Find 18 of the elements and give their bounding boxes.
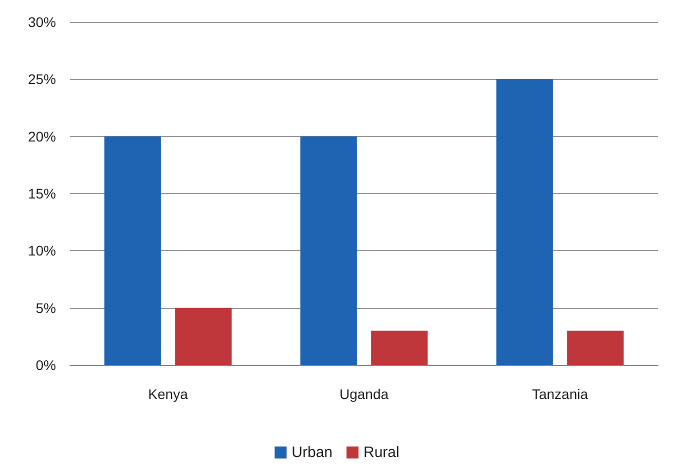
x-tick-label: Kenya: [148, 386, 188, 402]
bar: [104, 136, 161, 365]
bar: [496, 79, 553, 365]
y-tick-label: 30%: [28, 14, 56, 30]
legend-label: Rural: [364, 444, 400, 461]
bar: [300, 136, 357, 365]
y-tick-label: 15%: [28, 186, 56, 202]
x-tick-label: Tanzania: [532, 386, 588, 402]
y-tick-label: 20%: [28, 128, 56, 144]
legend-label: Urban: [292, 444, 333, 461]
y-tick-label: 0%: [36, 357, 56, 373]
y-tick-label: 10%: [28, 242, 56, 259]
x-tick-label: Uganda: [339, 386, 389, 402]
bar: [567, 330, 624, 365]
y-tick-label: 5%: [36, 300, 56, 316]
bar: [175, 308, 232, 365]
bar: [371, 330, 428, 365]
y-tick-label: 25%: [28, 71, 56, 88]
